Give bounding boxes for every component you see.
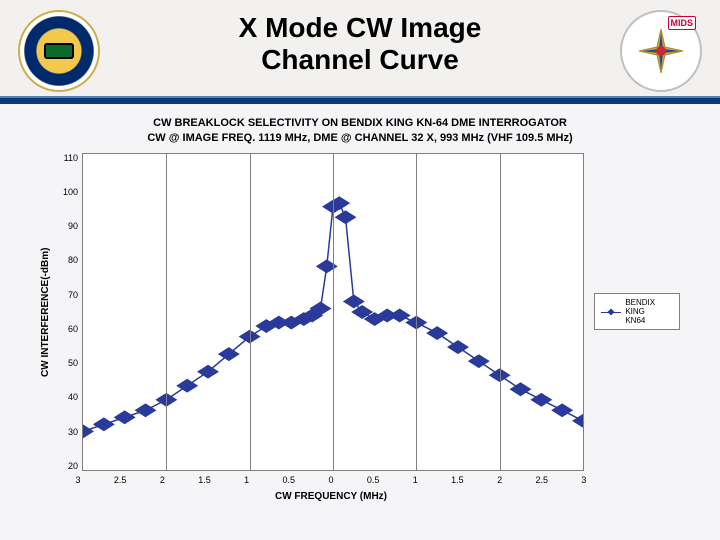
- data-point: [316, 259, 338, 273]
- data-point: [335, 210, 357, 224]
- legend-item: BENDIX KING KN64: [594, 293, 680, 330]
- gridline: [500, 154, 501, 470]
- data-point: [218, 347, 240, 361]
- data-point: [389, 308, 411, 322]
- slide-title: X Mode CW Image Channel Curve: [0, 12, 720, 76]
- gridline: [333, 154, 334, 470]
- ytick: 70: [56, 290, 78, 300]
- ytick: 100: [56, 187, 78, 197]
- y-ticks: 110 100 90 80 70 60 50 40 30 20: [56, 153, 82, 471]
- x-ticks: 32.521.510.500.511.522.53: [78, 471, 584, 485]
- logo-mids: MIDS: [620, 10, 702, 92]
- gridline: [416, 154, 417, 470]
- compass-icon: [637, 27, 685, 75]
- legend-label: BENDIX KING KN64: [625, 298, 673, 325]
- ytick: 20: [56, 461, 78, 471]
- mids-badge: MIDS: [668, 16, 697, 30]
- ytick: 60: [56, 324, 78, 334]
- data-point: [114, 410, 136, 424]
- chart-title: CW BREAKLOCK SELECTIVITY ON BENDIX KING …: [40, 116, 680, 147]
- chart: CW BREAKLOCK SELECTIVITY ON BENDIX KING …: [40, 116, 680, 511]
- header-rule: [0, 96, 720, 104]
- ytick: 50: [56, 358, 78, 368]
- ytick: 80: [56, 255, 78, 265]
- data-point: [551, 403, 573, 417]
- legend: BENDIX KING KN64: [594, 153, 680, 471]
- data-point: [93, 417, 115, 431]
- plot-area: [82, 153, 584, 471]
- data-point: [135, 403, 157, 417]
- header: X Mode CW Image Channel Curve MIDS: [0, 0, 720, 104]
- ytick: 40: [56, 392, 78, 402]
- gridline: [166, 154, 167, 470]
- gridline: [250, 154, 251, 470]
- ytick: 90: [56, 221, 78, 231]
- ytick: 110: [56, 153, 78, 163]
- ytick: 30: [56, 427, 78, 437]
- data-point: [530, 393, 552, 407]
- legend-marker-icon: [601, 308, 621, 316]
- y-axis-label: CW INTERFERENCE(-dBm): [40, 153, 56, 471]
- slide: X Mode CW Image Channel Curve MIDS CW BR…: [0, 0, 720, 540]
- x-axis-label: CW FREQUENCY (MHz): [78, 491, 584, 502]
- data-point: [83, 424, 94, 438]
